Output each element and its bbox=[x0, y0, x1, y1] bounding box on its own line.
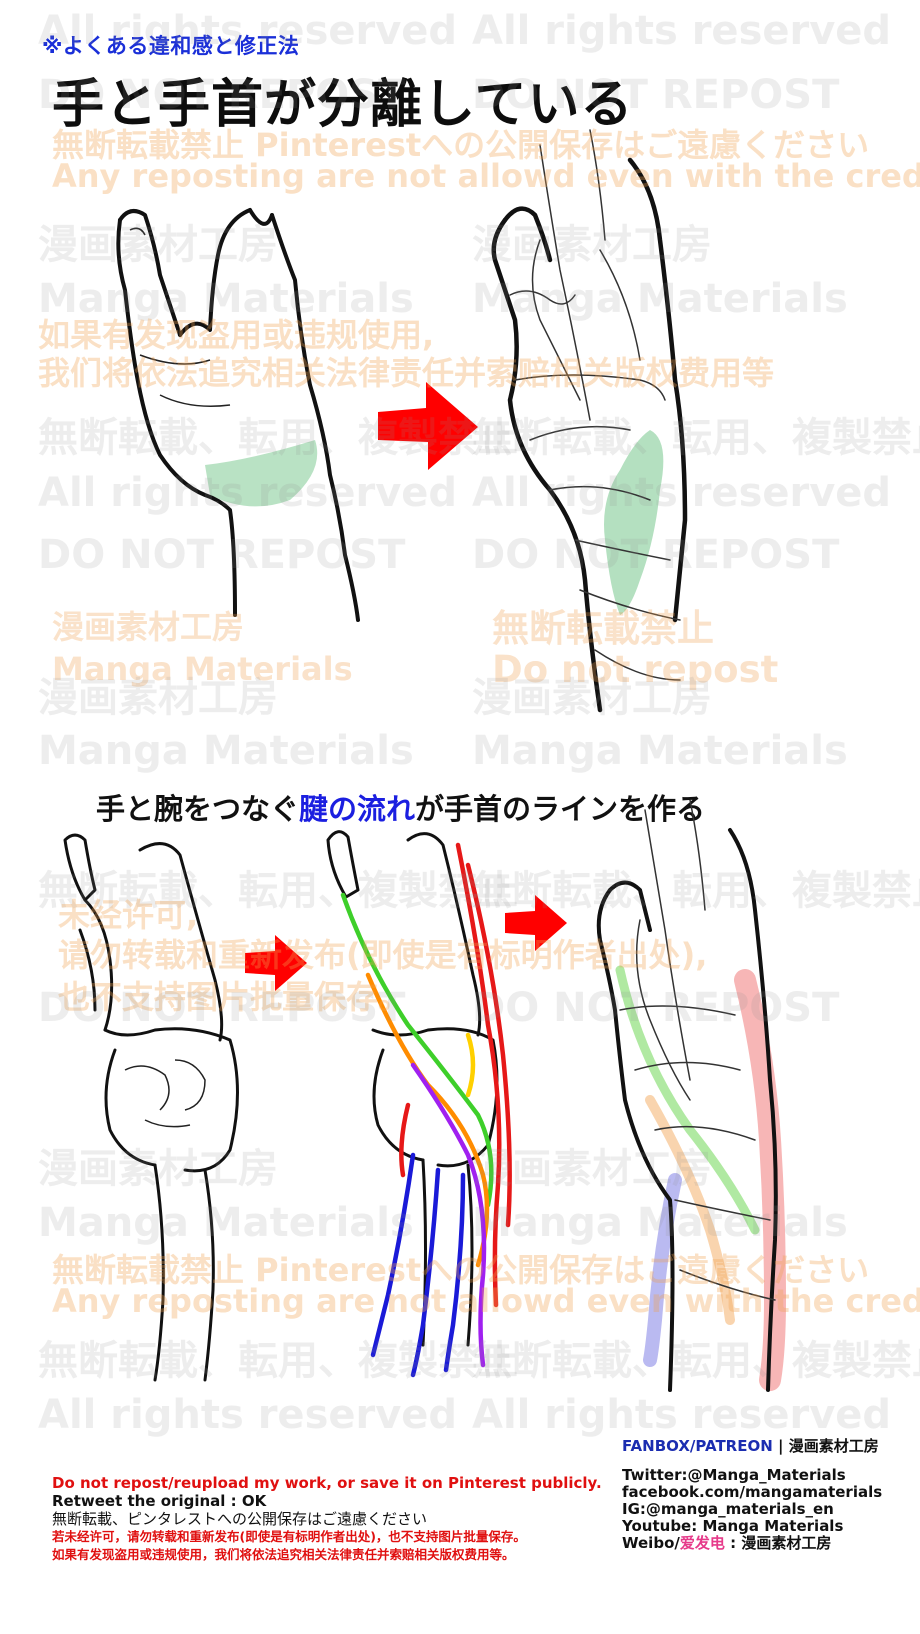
tendon-skeleton-illustration bbox=[326, 830, 512, 1378]
watermark-rights: All rights reserved bbox=[38, 1392, 458, 1438]
footer-notice: Do not repost/reupload my work, or save … bbox=[52, 1474, 602, 1564]
tendon-overlay-orange bbox=[645, 1095, 735, 1325]
skeleton-illustration bbox=[63, 833, 239, 1382]
tendon-purple-line bbox=[410, 1062, 487, 1368]
twitter-link[interactable]: Twitter:@Manga_Materials bbox=[622, 1466, 846, 1484]
header-tag: ※よくある違和感と修正法 bbox=[42, 34, 300, 58]
hand-wrong-illustration bbox=[116, 208, 360, 622]
weibo-name: 爱发电 bbox=[679, 1534, 725, 1552]
page-title: 手と手首が分離している bbox=[52, 75, 634, 135]
weibo-suffix: : 漫画素材工房 bbox=[724, 1534, 832, 1552]
tendon-yellow-line bbox=[465, 1032, 476, 1098]
watermark-studio-jp: 漫画素材工房 bbox=[38, 675, 278, 721]
subheading-highlight: 腱の流れ bbox=[299, 792, 416, 826]
instagram-link[interactable]: IG:@manga_materials_en bbox=[622, 1500, 834, 1518]
weibo-label: Weibo/ bbox=[622, 1534, 680, 1552]
fanbox-studio-name: 漫画素材工房 bbox=[788, 1437, 879, 1455]
tendon-blue-line bbox=[370, 1152, 416, 1358]
tendon-red-line bbox=[455, 842, 502, 1308]
footer-socials: FANBOX/PATREON | 漫画素材工房 Twitter:@Manga_M… bbox=[622, 1438, 883, 1552]
footer-cn-notice-2: 如果有发现盗用或违规使用，我们将依法追究相关法律责任并索赔相关版权费用等。 bbox=[52, 1547, 515, 1562]
fanbox-link[interactable]: FANBOX/PATREON bbox=[622, 1437, 773, 1455]
tendon-blue-line bbox=[410, 1167, 441, 1378]
watermark-studio-en-orange: Manga Materials bbox=[52, 650, 353, 688]
hand-tendon-overlay-illustration bbox=[596, 800, 787, 1392]
tendon-blue-line bbox=[443, 1172, 466, 1373]
watermark-studio-en: Manga Materials bbox=[472, 728, 848, 774]
red-arrow-icon bbox=[378, 382, 478, 470]
youtube-link[interactable]: Youtube: Manga Materials bbox=[622, 1517, 844, 1535]
tendon-green-line bbox=[340, 892, 494, 1208]
fanbox-line: FANBOX/PATREON | 漫画素材工房 bbox=[622, 1438, 882, 1455]
hand-correct-illustration bbox=[491, 129, 688, 713]
tendon-overlay-blue bbox=[643, 1173, 682, 1367]
palm-shading-wrong bbox=[205, 440, 318, 507]
footer-retweet-ok: Retweet the original : OK bbox=[52, 1492, 267, 1510]
tendon-overlay-red bbox=[734, 969, 787, 1391]
section-subheading: 手と腕をつなぐ腱の流れが手首のラインを作る bbox=[96, 786, 705, 828]
tendon-overlay-green bbox=[615, 965, 760, 1235]
tendon-red-line bbox=[465, 862, 512, 1228]
tendon-shading-correct bbox=[604, 430, 664, 615]
red-arrow-icon bbox=[245, 935, 307, 991]
subheading-suffix: が手首のラインを作る bbox=[415, 792, 706, 826]
watermark-rights: All rights reserved bbox=[472, 8, 892, 54]
watermark-rights: All rights reserved bbox=[472, 1392, 892, 1438]
weibo-line[interactable]: Weibo/爱发电 : 漫画素材工房 bbox=[622, 1535, 882, 1552]
fanbox-separator: | bbox=[772, 1437, 789, 1455]
subheading-prefix: 手と腕をつなぐ bbox=[96, 792, 300, 826]
tendon-red-line bbox=[399, 1102, 411, 1178]
red-arrow-icon bbox=[505, 895, 567, 951]
facebook-link[interactable]: facebook.com/mangamaterials bbox=[622, 1483, 883, 1501]
footer-repost-warning: Do not repost/reupload my work, or save … bbox=[52, 1474, 602, 1492]
footer-jp-notice: 無断転載、ピンタレストへの公開保存はご遠慮ください bbox=[52, 1510, 428, 1528]
footer-cn-notice-1: 若未经许可，请勿转载和重新发布(即使是有标明作者出处)，也不支持图片批量保存。 bbox=[52, 1529, 526, 1544]
tendon-orange-line bbox=[365, 972, 490, 1268]
watermark-studio-en: Manga Materials bbox=[38, 728, 414, 774]
